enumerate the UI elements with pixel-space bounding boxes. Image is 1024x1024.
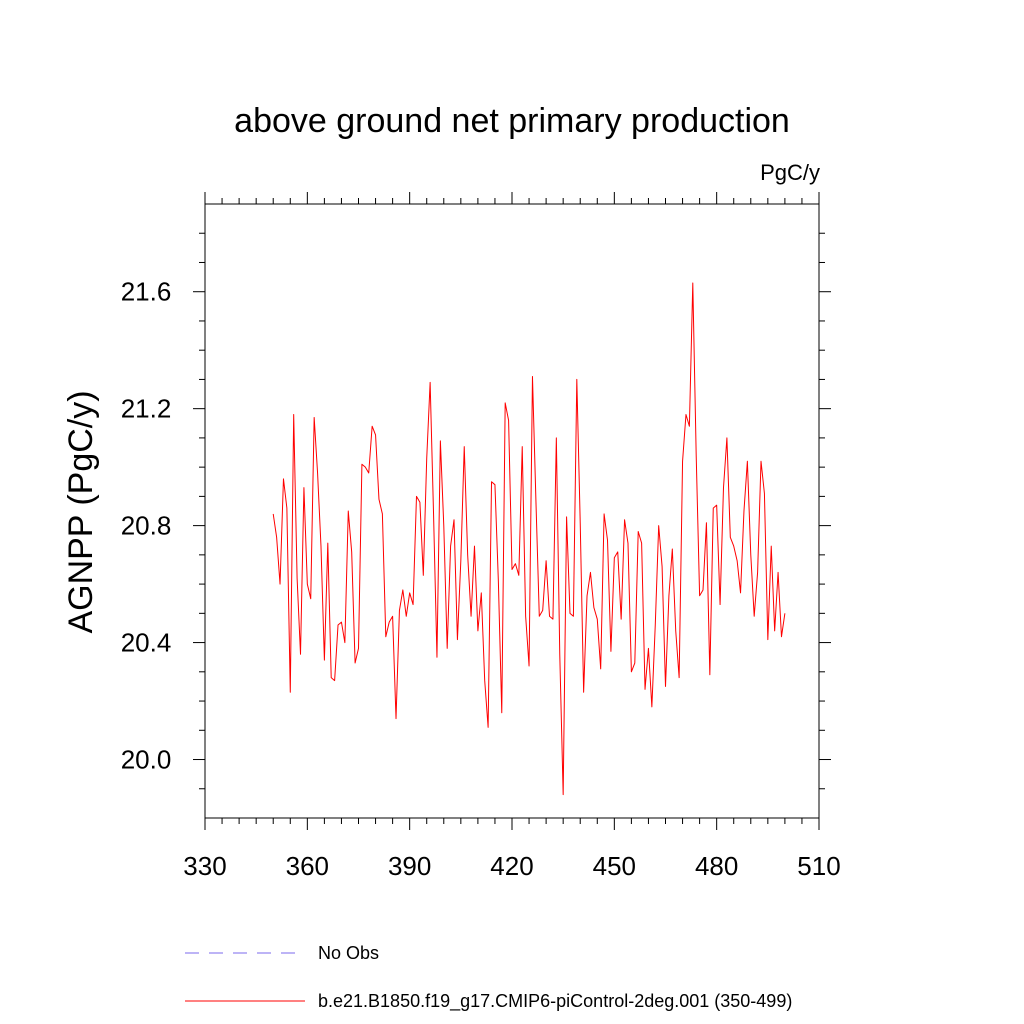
legend-label-no-obs: No Obs [318, 943, 379, 963]
y-tick-label: 21.2 [121, 394, 172, 424]
y-axis-label: AGNPP (PgC/y) [62, 390, 100, 633]
x-tick-label: 450 [593, 851, 636, 881]
units-label: PgC/y [760, 160, 820, 185]
x-tick-label: 360 [286, 851, 329, 881]
x-tick-label: 510 [797, 851, 840, 881]
y-tick-label: 20.4 [121, 628, 172, 658]
legend: No Obs b.e21.B1850.f19_g17.CMIP6-piContr… [185, 943, 792, 1012]
y-tick-label: 20.8 [121, 511, 172, 541]
y-tick-label: 20.0 [121, 745, 172, 775]
series-line-0 [272, 282, 786, 796]
plot-frame [204, 203, 820, 819]
y-tick-label: 21.6 [121, 277, 172, 307]
x-tick-label: 390 [388, 851, 431, 881]
x-tick-label: 420 [490, 851, 533, 881]
data-series [272, 282, 786, 796]
x-tick-label: 480 [695, 851, 738, 881]
legend-label-control: b.e21.B1850.f19_g17.CMIP6-piControl-2deg… [318, 991, 792, 1012]
x-tick-label: 330 [183, 851, 226, 881]
chart-title: above ground net primary production [234, 102, 790, 140]
axis-ticks: 330 360 390 420 450 480 510 20.0 20.4 20.8 21.2 21.… [121, 192, 841, 881]
